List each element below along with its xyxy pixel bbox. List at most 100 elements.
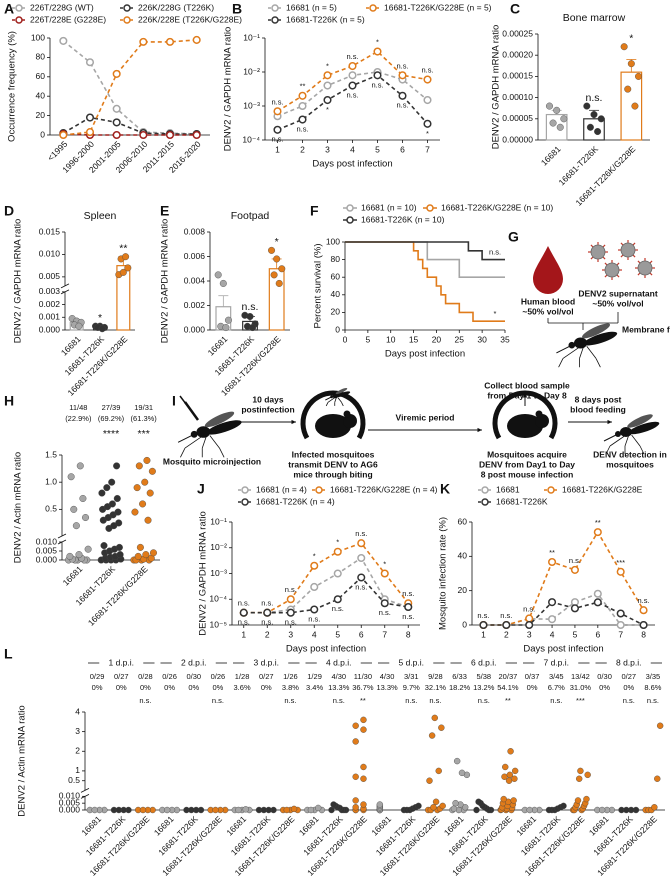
percent-label: 31.0% — [570, 683, 592, 692]
data-point — [502, 620, 511, 630]
legend-marker — [547, 486, 555, 494]
legend-marker — [241, 486, 249, 494]
legend-label: 16681-T226K/G228E (n = 5) — [384, 2, 492, 12]
x-axis-label: Days post infection — [385, 349, 465, 360]
y-tick-label: 1.0 — [45, 476, 57, 486]
y-axis-label: DENV2 / GAPDH mRNA ratio — [13, 219, 24, 344]
data-point — [525, 620, 534, 630]
significance-label: *** — [138, 428, 150, 440]
data-point — [188, 806, 195, 814]
panel-label: E — [160, 203, 169, 219]
x-tick-label: 5 — [573, 629, 578, 639]
virus-spike — [590, 256, 594, 260]
data-point — [639, 620, 648, 630]
mouse-arc — [300, 390, 366, 440]
percent-label: 0% — [261, 683, 272, 692]
virus-spike — [649, 260, 653, 264]
x-tick-label: 7 — [425, 144, 430, 154]
data-point — [315, 804, 322, 812]
significance-label: n.s. — [478, 696, 490, 705]
count-label: 3/45 — [549, 672, 564, 681]
step-label: Infected mosquitoes — [292, 449, 375, 459]
data-point — [360, 775, 367, 782]
mosquito-abdomen — [336, 391, 351, 398]
x-tick-label: 16681 — [61, 564, 85, 588]
significance-label: * — [326, 61, 329, 70]
data-point — [627, 60, 635, 68]
series-line — [243, 556, 409, 614]
significance-label: n.s. — [638, 596, 650, 605]
legend-marker — [481, 486, 489, 494]
mosquito-leg — [624, 434, 630, 447]
percent-label: 0% — [599, 683, 610, 692]
data-point — [323, 81, 332, 90]
count-label: 13/42 — [571, 672, 590, 681]
data-point — [100, 542, 108, 550]
group-title: 4 d.p.i. — [326, 657, 352, 667]
data-point — [119, 268, 127, 276]
significance-label: n.s. — [569, 556, 581, 565]
y-tick-label: 80 — [36, 52, 46, 62]
data-point — [404, 602, 413, 612]
data-point — [214, 271, 222, 279]
y-tick-label: 0.005 — [36, 545, 58, 555]
data-point — [239, 608, 248, 617]
mosquito-leg — [579, 346, 585, 359]
data-point — [373, 71, 382, 80]
significance-label: n.s. — [647, 696, 659, 705]
x-tick-label: 2 — [300, 144, 305, 154]
y-tick-label: 0.00020 — [502, 49, 533, 59]
significance-label: n.s. — [346, 52, 358, 61]
step-label: blood feeding — [570, 404, 626, 414]
data-point — [577, 767, 584, 775]
percent-label: 0% — [212, 683, 223, 692]
significance-label: * — [336, 538, 339, 547]
data-point — [76, 462, 84, 470]
data-point — [560, 802, 567, 810]
data-point — [273, 255, 281, 263]
legend-marker — [426, 204, 434, 212]
series-line — [63, 39, 197, 136]
mouse-head — [535, 414, 549, 428]
data-point — [268, 246, 276, 254]
data-point — [431, 714, 438, 722]
step-label: postinfection — [241, 404, 294, 414]
data-point — [616, 620, 625, 630]
y-tick-label: 60 — [458, 516, 468, 526]
significance-label: n.s. — [308, 614, 320, 623]
panel-label: F — [310, 203, 319, 219]
data-point — [507, 748, 514, 755]
data-point — [574, 797, 582, 804]
bar — [620, 71, 643, 141]
group-title: 8 d.p.i. — [616, 657, 642, 667]
significance-label: n.s. — [333, 696, 345, 705]
significance-label: n.s. — [285, 585, 297, 594]
data-point — [307, 806, 315, 814]
significance-label: * — [426, 129, 429, 138]
data-point — [82, 514, 90, 522]
count-label: 11/30 — [354, 672, 372, 681]
data-point — [570, 604, 579, 613]
mosquito-leg — [605, 445, 611, 455]
data-point — [249, 324, 257, 332]
x-tick-label: 6 — [595, 629, 600, 639]
y-tick-label: 40 — [458, 551, 468, 561]
mosquito-abdomen — [583, 331, 618, 346]
arrow-head — [522, 393, 528, 398]
group-title: 5 d.p.i. — [398, 657, 424, 667]
data-point — [273, 125, 282, 134]
significance-label: * — [376, 38, 379, 47]
percent-label: (22.9%) — [65, 414, 92, 423]
data-point — [360, 763, 367, 771]
mosquito-leg — [631, 434, 641, 447]
y-axis-label: Mosquito infection rate (%) — [438, 517, 449, 630]
series-line — [62, 116, 197, 135]
y-tick-label: 10⁻² — [243, 66, 260, 76]
percent-label: (61.3%) — [131, 414, 158, 423]
blood-label: ~50% vol/vol — [522, 306, 573, 316]
significance-label: ** — [595, 518, 601, 527]
y-axis-label: DENV2 / GAPDH mRNA ratio — [491, 25, 502, 150]
x-axis-label: Days post infection — [523, 644, 603, 655]
significance-label: n.s. — [550, 696, 562, 705]
legend-label: 16681-T226K/G228E — [562, 484, 643, 494]
